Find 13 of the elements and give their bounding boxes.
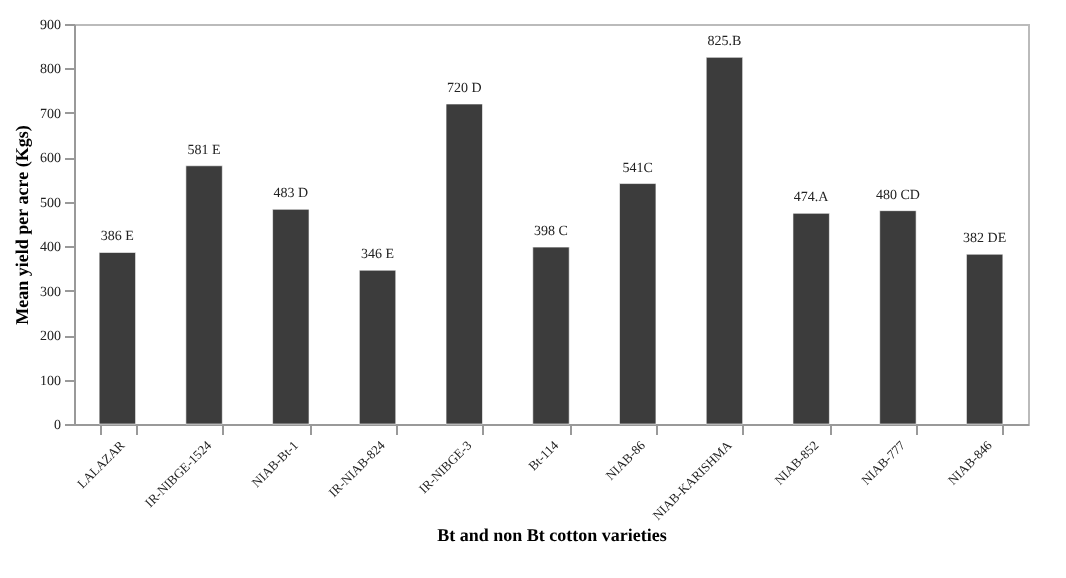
bar bbox=[619, 183, 657, 425]
bar bbox=[705, 57, 743, 425]
bar bbox=[359, 269, 397, 425]
bar bbox=[532, 246, 570, 425]
x-axis-title: Bt and non Bt cotton varieties bbox=[437, 524, 668, 545]
bar bbox=[185, 165, 223, 425]
bar bbox=[98, 252, 136, 425]
bar bbox=[792, 213, 830, 425]
bar bbox=[272, 209, 310, 425]
bar bbox=[879, 210, 917, 425]
bar bbox=[966, 253, 1004, 425]
bar bbox=[445, 103, 483, 425]
y-axis-title: Mean yield per acre (Kgs) bbox=[12, 125, 32, 325]
